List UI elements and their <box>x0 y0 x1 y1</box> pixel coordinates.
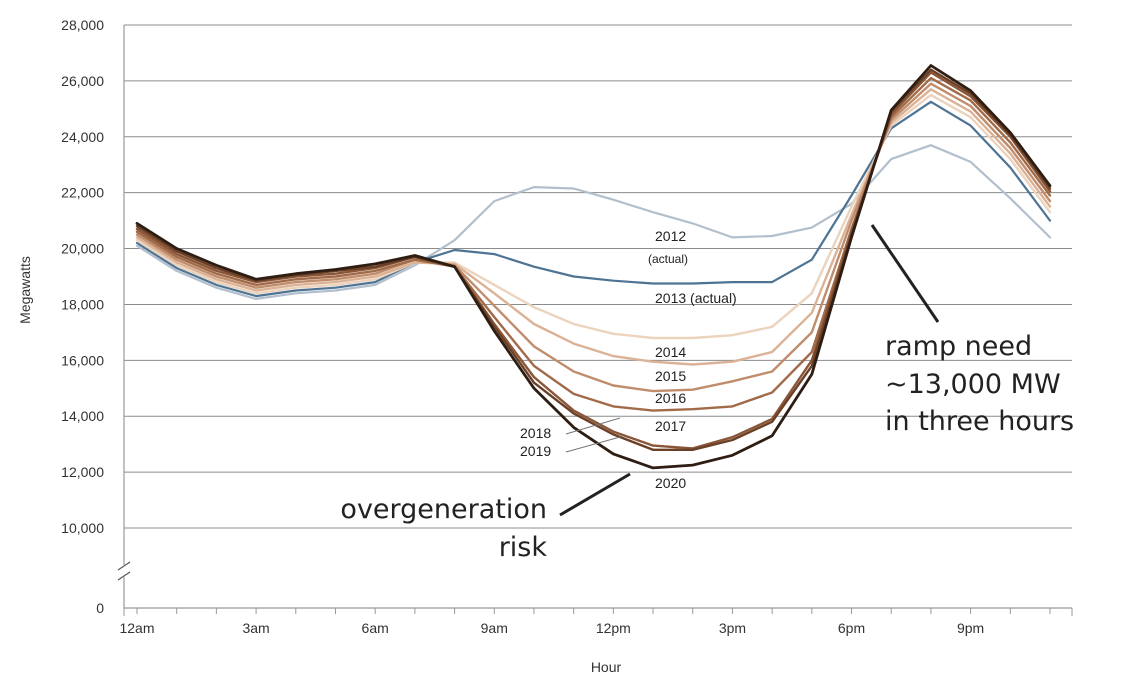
series-line-2016 <box>135 82 1052 393</box>
series-line-2013 <box>135 100 1052 298</box>
series-label-2015: 2015 <box>655 368 686 384</box>
axis-break-mark <box>117 561 131 581</box>
x-tick-label: 6pm <box>838 620 865 636</box>
series-label-2018: 2018 <box>520 425 551 441</box>
overgeneration-arrow-line <box>559 472 631 517</box>
series-label-2020: 2020 <box>655 475 686 491</box>
y-tick-label: 18,000 <box>61 296 104 312</box>
y-tick-label: 22,000 <box>61 185 104 201</box>
x-tick-label: 3am <box>242 620 269 636</box>
series-sublabel-2012: (actual) <box>648 252 688 266</box>
x-tick-label: 3pm <box>719 620 746 636</box>
ramp-need-annotation: in three hours <box>885 406 1074 437</box>
series-line-2015 <box>135 88 1052 366</box>
y-tick-label: 20,000 <box>61 241 104 257</box>
y-tick-label: 0 <box>96 600 104 616</box>
series-line-2018 <box>135 71 1052 450</box>
y-axis-title: Megawatts <box>17 256 33 324</box>
y-tick-label: 16,000 <box>61 352 104 368</box>
leader-line-2019 <box>565 436 621 453</box>
x-tick-label: 12am <box>119 620 154 636</box>
y-tick-label: 14,000 <box>61 408 104 424</box>
y-tick-label: 10,000 <box>61 520 104 536</box>
series-label-2019: 2019 <box>520 443 551 459</box>
ramp-need-annotation: ramp need <box>885 331 1032 362</box>
x-tick-label: 6am <box>362 620 389 636</box>
x-tick-label: 9am <box>481 620 508 636</box>
x-axis-title: Hour <box>591 659 622 675</box>
series-label-2013: 2013 (actual) <box>655 290 737 306</box>
x-tick-label: 12pm <box>596 620 631 636</box>
ramp-need-annotation: ~13,000 MW <box>885 369 1061 400</box>
series-label-2017: 2017 <box>655 418 686 434</box>
series-line-2017 <box>135 76 1052 412</box>
y-tick-label: 24,000 <box>61 129 104 145</box>
series-line-2014 <box>135 93 1052 340</box>
overgeneration-annotation: risk <box>499 532 548 563</box>
series-line-2020 <box>135 64 1052 470</box>
series-label-2016: 2016 <box>655 390 686 406</box>
y-tick-label: 26,000 <box>61 73 104 89</box>
series-label-2012: 2012 <box>655 228 686 244</box>
y-tick-label: 28,000 <box>61 17 104 33</box>
leader-line-2018 <box>565 417 621 435</box>
y-tick-label: 12,000 <box>61 464 104 480</box>
series-label-2014: 2014 <box>655 344 686 360</box>
series-line-2012 <box>135 144 1052 300</box>
overgeneration-annotation: overgeneration <box>340 494 547 525</box>
ramp-need-arrow-line <box>870 224 940 323</box>
x-tick-label: 9pm <box>957 620 984 636</box>
